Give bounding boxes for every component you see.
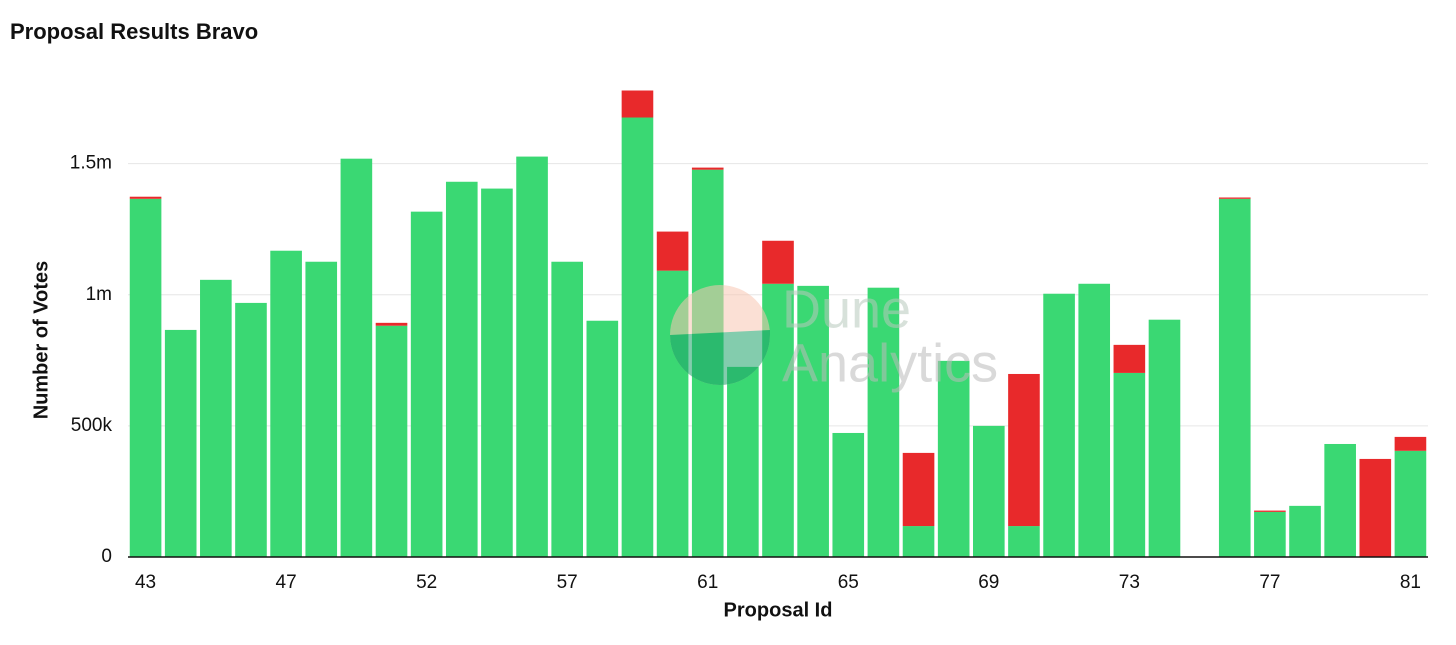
bar-segment (902, 452, 935, 527)
bar-segment (129, 196, 162, 199)
watermark-logo-part (670, 330, 770, 385)
bar-segment (375, 322, 408, 326)
bar-segment (1078, 283, 1111, 557)
bar-segment (1008, 373, 1040, 527)
bar-segment (164, 329, 197, 557)
bar-segment (973, 425, 1005, 557)
watermark: Dune Analytics (670, 279, 998, 393)
bar-segment (1043, 293, 1075, 557)
bar-segment (1148, 319, 1181, 557)
bar-segment (867, 287, 900, 557)
x-tick-label: 73 (1119, 572, 1140, 593)
bar-segment (516, 156, 548, 557)
x-tick-label: 47 (276, 572, 297, 593)
bar-segment (445, 181, 478, 557)
x-tick-label: 65 (838, 572, 859, 593)
x-tick-label: 57 (557, 572, 578, 593)
x-tick-label: 77 (1259, 572, 1280, 593)
y-tick-label: 500k (71, 415, 113, 436)
x-tick-label: 61 (697, 572, 718, 593)
bar-segment (762, 240, 794, 284)
bar-segment (937, 360, 970, 557)
bar-segment (200, 279, 232, 557)
bar-segment (375, 325, 408, 557)
bar-segment (832, 432, 865, 557)
y-tick-label: 1.5m (70, 153, 112, 174)
bar-segment (727, 366, 759, 557)
y-tick-label: 0 (101, 546, 112, 567)
bar-segment (1218, 198, 1251, 557)
bar-segment (1008, 526, 1040, 557)
bar-segment (691, 167, 724, 170)
bar-segment (1324, 443, 1356, 557)
x-tick-label: 81 (1400, 572, 1421, 593)
bar-segment (410, 211, 443, 558)
bar-segment (481, 188, 513, 558)
bar-segment (621, 90, 654, 118)
x-tick-label: 43 (135, 572, 156, 593)
bars (129, 90, 1427, 558)
bar-segment (586, 320, 619, 557)
x-tick-label: 69 (978, 572, 999, 593)
bar-segment (1394, 450, 1427, 557)
bar-segment (551, 261, 583, 557)
watermark-text: Dune (782, 279, 911, 339)
bar-segment (1218, 197, 1251, 199)
bar-segment (797, 285, 829, 557)
chart-title: Proposal Results Bravo (10, 19, 258, 44)
bar-segment (270, 250, 302, 558)
y-tick-label: 1m (86, 284, 112, 305)
bar-segment (129, 198, 162, 557)
bar-segment (1289, 505, 1321, 557)
bar-segment (621, 117, 654, 557)
bar-segment (235, 302, 267, 557)
x-axis-label: Proposal Id (724, 599, 833, 621)
bar-segment (1113, 344, 1146, 373)
bar-segment (1254, 510, 1286, 512)
watermark-text: Analytics (782, 333, 998, 393)
bar-segment (340, 158, 373, 557)
bar-segment (1113, 372, 1146, 557)
x-tick-label: 52 (416, 572, 437, 593)
bar-segment (1359, 458, 1392, 557)
bar-segment (305, 261, 338, 557)
bar-segment (902, 526, 935, 557)
bar-segment (1394, 436, 1427, 451)
bar-segment (656, 231, 689, 271)
y-axis-label: Number of Votes (30, 261, 52, 420)
bar-segment (1254, 511, 1286, 557)
